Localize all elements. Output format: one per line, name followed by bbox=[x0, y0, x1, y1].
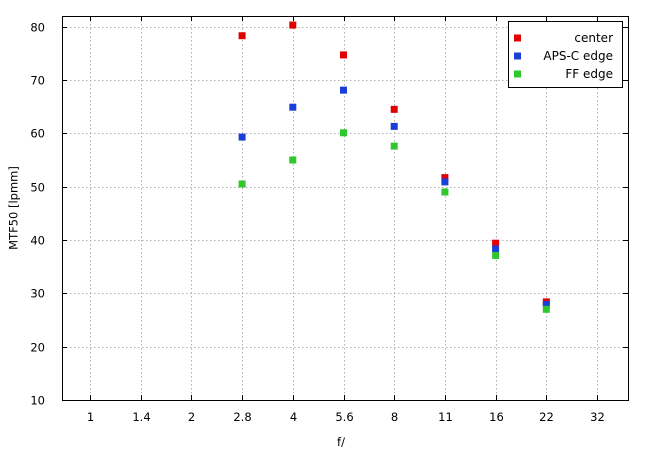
point-center bbox=[238, 32, 246, 40]
legend-swatch-ff-edge bbox=[514, 70, 521, 78]
y-axis-label: MTF50 [lpmm] bbox=[7, 166, 21, 250]
point-aps-c-edge bbox=[492, 245, 500, 253]
legend-label-center: center bbox=[574, 31, 613, 45]
x-axis-label: f/ bbox=[337, 435, 345, 449]
y-tick-label: 80 bbox=[30, 21, 45, 35]
point-center bbox=[390, 105, 398, 113]
legend-swatch-center bbox=[514, 34, 521, 42]
x-tick-label: 22 bbox=[539, 410, 554, 424]
point-aps-c-edge bbox=[441, 178, 449, 186]
point-aps-c-edge bbox=[238, 133, 246, 141]
x-tick-label: 1.4 bbox=[132, 410, 150, 424]
y-tick-label: 30 bbox=[30, 287, 45, 301]
x-tick-label: 16 bbox=[489, 410, 504, 424]
legend-swatch-aps-c-edge bbox=[514, 52, 521, 60]
x-tick-label: 1 bbox=[87, 410, 94, 424]
point-ff-edge bbox=[238, 180, 246, 188]
point-aps-c-edge bbox=[289, 103, 297, 111]
x-tick-label: 2 bbox=[188, 410, 195, 424]
point-aps-c-edge bbox=[390, 122, 398, 130]
legend-box bbox=[508, 21, 623, 88]
x-tick-label: 5.6 bbox=[335, 410, 353, 424]
legend-label-aps-c-edge: APS-C edge bbox=[543, 49, 613, 63]
x-tick-label: 11 bbox=[438, 410, 453, 424]
point-center bbox=[441, 174, 449, 182]
point-center bbox=[340, 51, 347, 59]
ticks-layer: 1 1.4 2 2.8 4 5.6 8 11 16 22 32 10 20 30 40 50 60 70 80 bbox=[30, 16, 628, 424]
x-tick-label: 8 bbox=[391, 410, 398, 424]
point-center bbox=[492, 239, 500, 247]
point-ff-edge bbox=[390, 142, 398, 150]
y-tick-label: 50 bbox=[30, 181, 45, 195]
plot-frame bbox=[62, 16, 629, 401]
x-tick-label: 4 bbox=[290, 410, 297, 424]
y-tick-label: 70 bbox=[30, 74, 45, 88]
legend-label-ff-edge: FF edge bbox=[565, 67, 613, 81]
y-tick-label: 40 bbox=[30, 234, 45, 248]
point-aps-c-edge bbox=[340, 86, 347, 94]
y-tick-label: 10 bbox=[30, 394, 45, 408]
point-aps-c-edge bbox=[542, 301, 550, 309]
point-ff-edge bbox=[492, 251, 500, 259]
x-tick-label: 32 bbox=[590, 410, 605, 424]
y-tick-label: 20 bbox=[30, 341, 45, 355]
point-ff-edge bbox=[542, 305, 550, 313]
points-layer bbox=[238, 21, 550, 313]
point-ff-edge bbox=[289, 156, 297, 164]
legend: center APS-C edge FF edge bbox=[508, 21, 623, 88]
y-tick-label: 60 bbox=[30, 127, 45, 141]
x-tick-label: 2.8 bbox=[233, 410, 251, 424]
point-center bbox=[289, 21, 297, 29]
point-ff-edge bbox=[441, 188, 449, 196]
point-ff-edge bbox=[340, 129, 347, 137]
